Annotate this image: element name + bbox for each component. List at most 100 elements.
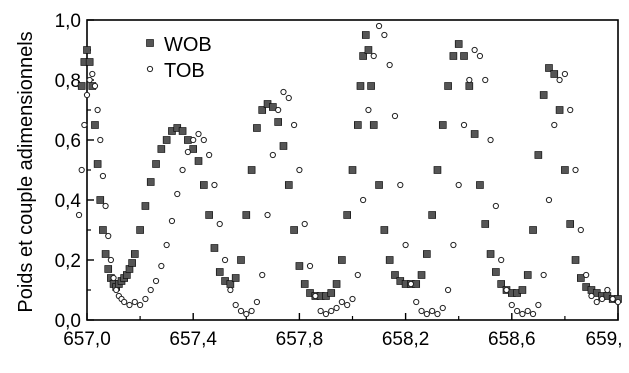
data-point-tob [290, 121, 298, 129]
data-point-tob [466, 76, 473, 84]
data-point-wob [258, 106, 267, 114]
data-point-wob [438, 121, 447, 129]
data-point-tob [508, 301, 515, 309]
data-point-tob [450, 241, 457, 249]
data-point-tob [514, 307, 521, 315]
data-point-wob [242, 211, 251, 219]
data-point-wob [550, 70, 559, 78]
data-point-wob [486, 250, 495, 258]
data-point-tob [397, 181, 404, 189]
data-point-tob [269, 151, 276, 159]
data-point-wob [104, 265, 113, 273]
data-point-wob [577, 274, 585, 282]
data-point-tob [174, 190, 181, 198]
data-point-tob [614, 298, 622, 306]
data-point-tob [572, 166, 579, 174]
data-point-wob [454, 40, 463, 48]
data-point-wob [348, 166, 357, 174]
data-point-tob [102, 202, 109, 210]
data-point-tob [105, 232, 112, 240]
data-point-wob [247, 166, 256, 174]
legend-marker-wob [146, 39, 154, 47]
data-point-tob [237, 307, 245, 315]
data-point-wob [391, 271, 399, 279]
data-point-wob [284, 181, 293, 189]
data-point-wob [253, 124, 261, 132]
data-point-tob [434, 310, 441, 318]
data-point-tob [429, 307, 436, 315]
data-point-wob [433, 166, 442, 174]
data-point-wob [534, 151, 543, 159]
data-point-tob [306, 262, 314, 270]
data-point-tob [75, 211, 83, 219]
data-point-wob [465, 82, 474, 90]
data-point-wob [444, 82, 452, 90]
data-point-tob [551, 121, 558, 129]
data-point-tob [147, 286, 154, 294]
y-tick-label: 0,8 [55, 71, 81, 92]
data-point-tob [476, 52, 484, 60]
data-point-tob [349, 295, 356, 303]
data-point-tob [375, 22, 383, 30]
x-tick-label: 657,0 [63, 329, 111, 350]
data-point-tob [81, 121, 88, 129]
data-point-tob [583, 271, 590, 279]
data-point-tob [168, 217, 176, 225]
data-point-tob [184, 148, 191, 156]
data-point-wob [210, 244, 219, 252]
data-point-tob [540, 271, 547, 279]
data-point-wob [428, 211, 436, 219]
data-point-tob [545, 196, 553, 204]
data-point-wob [385, 256, 394, 264]
data-point-tob [97, 136, 104, 144]
data-point-wob [205, 211, 213, 219]
data-point-tob [83, 91, 91, 99]
data-point-tob [99, 172, 107, 180]
data-point-wob [290, 226, 298, 234]
y-axis-label: Poids et couple adimensionnels [15, 31, 37, 312]
data-point-tob [354, 271, 361, 279]
data-point-wob [215, 268, 224, 276]
data-point-tob [113, 286, 120, 294]
data-point-wob [101, 250, 110, 258]
data-point-tob [333, 304, 340, 312]
x-tick-label: 658,2 [382, 329, 430, 350]
data-point-tob [243, 310, 250, 318]
data-point-tob [195, 130, 202, 138]
x-tick-label: 657,4 [169, 329, 217, 350]
data-point-wob [146, 178, 155, 186]
data-point-tob [121, 298, 128, 306]
data-point-wob [130, 250, 139, 258]
data-point-tob [312, 292, 319, 300]
data-point-tob [413, 298, 420, 306]
data-point-tob [227, 286, 234, 294]
data-point-tob [498, 256, 505, 264]
y-tick-label: 0,4 [55, 191, 82, 212]
data-point-tob [131, 298, 138, 306]
legend-label-wob: WOB [164, 34, 212, 56]
data-point-wob [136, 226, 144, 234]
data-point-wob [279, 142, 288, 150]
data-point-tob [381, 31, 388, 39]
data-point-wob [93, 160, 102, 168]
data-point-wob [481, 220, 490, 228]
data-point-tob [264, 211, 271, 219]
data-point-wob [77, 82, 86, 90]
data-point-tob [232, 301, 239, 309]
data-point-wob [470, 130, 479, 138]
data-point-tob [142, 295, 149, 303]
data-point-tob [609, 295, 616, 303]
x-tick-label: 659, [586, 329, 623, 350]
data-point-tob [152, 277, 160, 285]
data-point-wob [99, 226, 107, 234]
data-point-tob [455, 181, 462, 189]
data-point-tob [482, 76, 489, 84]
data-point-tob [604, 286, 611, 294]
data-point-wob [460, 52, 468, 60]
legend-marker-tob [146, 65, 154, 73]
data-point-wob [492, 268, 500, 276]
data-point-wob [449, 52, 458, 60]
y-tick-label: 1,0 [55, 11, 81, 32]
data-point-tob [386, 61, 393, 69]
x-tick-label: 657,8 [276, 329, 324, 350]
